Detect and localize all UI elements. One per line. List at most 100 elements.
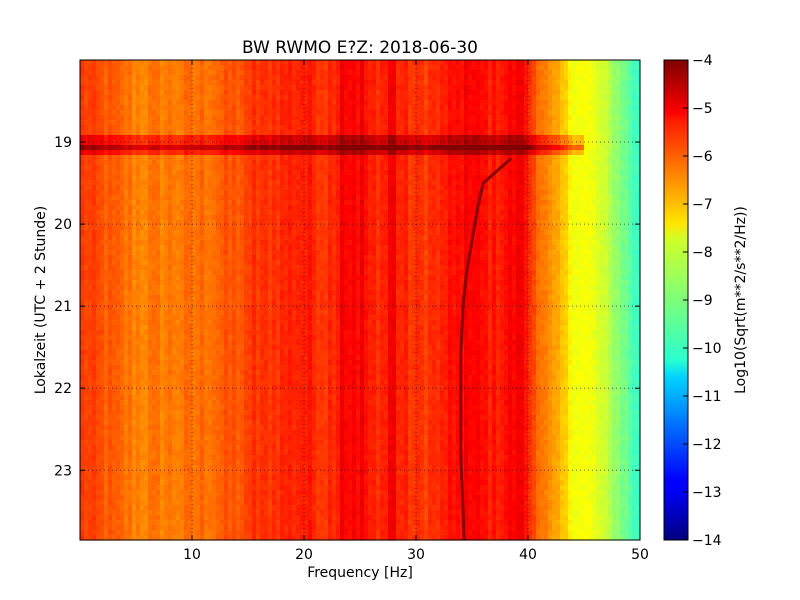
heatmap-cell xyxy=(128,165,133,171)
heatmap-cell xyxy=(248,75,253,81)
heatmap-cell xyxy=(528,95,533,101)
heatmap-cell xyxy=(104,70,109,76)
heatmap-cell xyxy=(444,220,449,226)
heatmap-cell xyxy=(448,185,453,191)
heatmap-cell xyxy=(552,60,557,66)
heatmap-cell xyxy=(540,65,545,71)
heatmap-cell xyxy=(308,95,313,101)
heatmap-cell xyxy=(208,130,213,136)
heatmap-cell xyxy=(188,200,193,206)
heatmap-cell xyxy=(420,115,425,121)
heatmap-cell xyxy=(84,180,89,186)
heatmap-cell xyxy=(392,190,397,196)
heatmap-cell xyxy=(444,120,449,126)
heatmap-cell xyxy=(508,135,513,141)
heatmap-cell xyxy=(248,105,253,111)
heatmap-cell xyxy=(104,60,109,66)
heatmap-cell xyxy=(196,200,201,206)
heatmap-cell xyxy=(236,70,241,76)
heatmap-cell xyxy=(176,235,181,241)
heatmap-cell xyxy=(224,160,229,166)
heatmap-cell xyxy=(100,165,105,171)
heatmap-cell xyxy=(440,150,445,156)
heatmap-cell xyxy=(152,130,157,136)
heatmap-cell xyxy=(372,110,377,116)
heatmap-cell xyxy=(160,100,165,106)
heatmap-cell xyxy=(624,90,629,96)
heatmap-cell xyxy=(472,160,477,166)
heatmap-cell xyxy=(144,170,149,176)
heatmap-cell xyxy=(428,80,433,86)
heatmap-cell xyxy=(200,100,205,106)
heatmap-cell xyxy=(464,200,469,206)
heatmap-cell xyxy=(452,150,457,156)
heatmap-cell xyxy=(132,170,137,176)
heatmap-cell xyxy=(484,135,489,141)
heatmap-cell xyxy=(156,235,161,241)
heatmap-cell xyxy=(536,230,541,236)
heatmap-cell xyxy=(548,85,553,91)
heatmap-cell xyxy=(128,180,133,186)
heatmap-cell xyxy=(376,85,381,91)
heatmap-cell xyxy=(376,235,381,241)
heatmap-cell xyxy=(604,115,609,121)
heatmap-cell xyxy=(612,60,617,66)
heatmap-cell xyxy=(520,90,525,96)
heatmap-cell xyxy=(600,85,605,91)
heatmap-cell xyxy=(344,215,349,221)
heatmap-cell xyxy=(300,125,305,131)
heatmap-cell xyxy=(176,115,181,121)
heatmap-cell xyxy=(536,75,541,81)
heatmap-cell xyxy=(156,170,161,176)
heatmap-cell xyxy=(256,170,261,176)
heatmap-cell xyxy=(500,145,505,151)
heatmap-cell xyxy=(548,225,553,231)
heatmap-cell xyxy=(332,145,337,151)
heatmap-cell xyxy=(520,190,525,196)
heatmap-cell xyxy=(412,150,417,156)
heatmap-cell xyxy=(528,195,533,201)
heatmap-cell xyxy=(384,145,389,151)
heatmap-cell xyxy=(280,120,285,126)
heatmap-cell xyxy=(352,110,357,116)
heatmap-cell xyxy=(596,230,601,236)
heatmap-cell xyxy=(528,185,533,191)
heatmap-cell xyxy=(620,155,625,161)
heatmap-cell xyxy=(504,130,509,136)
heatmap-cell xyxy=(120,135,125,141)
heatmap-cell xyxy=(204,190,209,196)
heatmap-cell xyxy=(160,220,165,226)
heatmap-cell xyxy=(228,180,233,186)
heatmap-cell xyxy=(272,90,277,96)
heatmap-cell xyxy=(340,230,345,236)
heatmap-cell xyxy=(276,160,281,166)
heatmap-cell xyxy=(396,85,401,91)
heatmap-cell xyxy=(456,140,461,146)
heatmap-cell xyxy=(208,110,213,116)
heatmap-cell xyxy=(136,105,141,111)
heatmap-cell xyxy=(200,230,205,236)
heatmap-cell xyxy=(288,150,293,156)
heatmap-cell xyxy=(564,120,569,126)
heatmap-cell xyxy=(244,145,249,151)
heatmap-cell xyxy=(496,65,501,71)
heatmap-cell xyxy=(400,150,405,156)
heatmap-cell xyxy=(544,200,549,206)
heatmap-cell xyxy=(548,80,553,86)
heatmap-cell xyxy=(492,215,497,221)
heatmap-cell xyxy=(152,75,157,81)
heatmap-cell xyxy=(588,85,593,91)
heatmap-cell xyxy=(416,190,421,196)
heatmap-cell xyxy=(328,185,333,191)
heatmap-cell xyxy=(212,60,217,66)
heatmap-cell xyxy=(380,160,385,166)
heatmap-cell xyxy=(236,190,241,196)
heatmap-cell xyxy=(312,130,317,136)
heatmap-cell xyxy=(216,165,221,171)
heatmap-cell xyxy=(376,155,381,161)
heatmap-cell xyxy=(168,180,173,186)
heatmap-cell xyxy=(136,110,141,116)
heatmap-cell xyxy=(536,100,541,106)
heatmap-cell xyxy=(628,195,633,201)
heatmap-cell xyxy=(460,205,465,211)
